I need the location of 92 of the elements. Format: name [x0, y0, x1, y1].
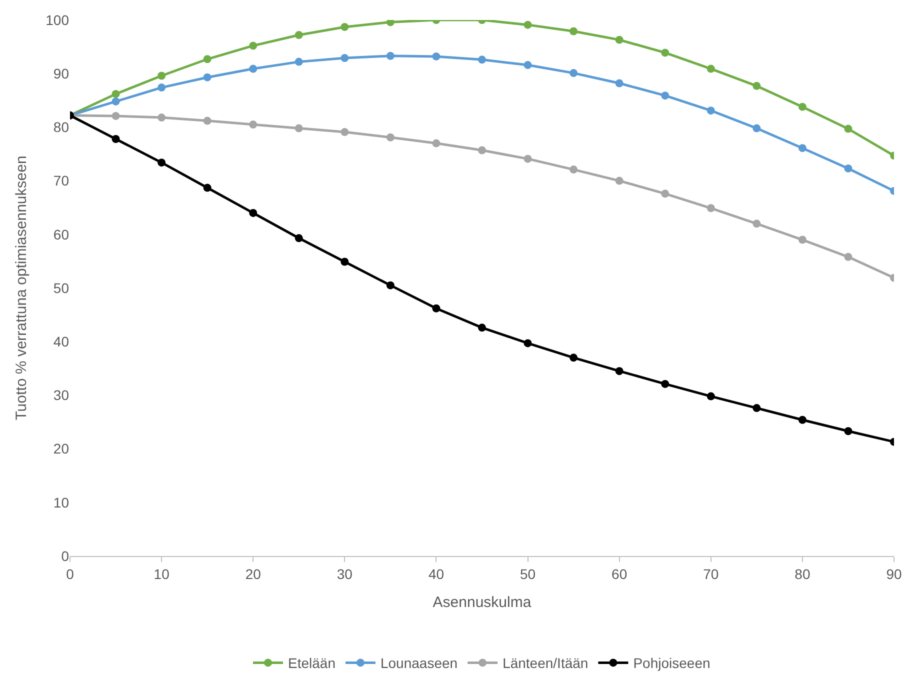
- point: [478, 56, 486, 64]
- point: [615, 36, 624, 44]
- point: [386, 133, 394, 142]
- y-tick-label: 80: [53, 119, 70, 136]
- y-tick-label: 10: [53, 494, 70, 510]
- y-tick-label: 70: [53, 172, 70, 189]
- x-tick-label: 20: [245, 566, 262, 582]
- point: [615, 79, 624, 88]
- legend-label: Länteen/Itään: [502, 655, 588, 672]
- point: [340, 54, 349, 62]
- point: [661, 190, 670, 198]
- point: [386, 281, 394, 290]
- x-tick-label: 70: [703, 566, 719, 582]
- point: [752, 404, 761, 412]
- point: [752, 220, 761, 228]
- point: [661, 380, 670, 388]
- point: [798, 102, 806, 111]
- x-tick-label: 40: [428, 566, 444, 582]
- y-tick-label: 50: [53, 280, 70, 296]
- point: [752, 124, 761, 132]
- legend-label: Lounaaseen: [380, 655, 458, 672]
- point: [798, 144, 806, 152]
- point: [661, 48, 670, 57]
- point: [203, 116, 212, 125]
- point: [615, 176, 624, 185]
- point: [203, 73, 212, 82]
- point: [112, 134, 120, 143]
- point: [158, 84, 166, 92]
- point: [798, 416, 806, 424]
- point: [570, 166, 578, 174]
- x-tick-label: 80: [794, 566, 810, 582]
- point: [203, 55, 212, 64]
- point: [340, 22, 349, 31]
- point: [249, 64, 258, 73]
- point: [386, 20, 394, 26]
- point: [386, 52, 394, 60]
- point: [158, 158, 166, 167]
- point: [706, 204, 715, 212]
- point: [524, 61, 532, 70]
- point: [844, 124, 852, 133]
- point: [294, 124, 303, 132]
- point: [158, 72, 166, 80]
- point: [615, 367, 624, 376]
- point: [844, 427, 852, 436]
- point: [661, 92, 670, 100]
- point: [112, 90, 120, 98]
- legend-label: Pohjoiseeen: [633, 655, 710, 672]
- y-tick-label: 0: [61, 548, 70, 564]
- point: [524, 339, 532, 348]
- point: [249, 120, 258, 129]
- point: [112, 97, 120, 106]
- point: [524, 20, 532, 29]
- y-axis-title: Tuotto % verrattuna optimiasennukseen: [12, 156, 30, 420]
- x-tick-label: 90: [886, 566, 902, 582]
- point: [294, 31, 303, 40]
- point: [432, 52, 440, 60]
- x-tick-label: 10: [154, 566, 170, 582]
- point: [340, 258, 349, 266]
- point: [203, 184, 212, 192]
- point: [570, 354, 578, 362]
- point: [570, 27, 578, 36]
- y-tick-label: 20: [53, 440, 70, 457]
- y-tick-label: 100: [46, 12, 70, 28]
- x-axis-title: Asennuskulma: [432, 594, 532, 611]
- point: [844, 164, 852, 172]
- legend-label: Etelään: [288, 655, 336, 672]
- y-tick-label: 30: [53, 387, 70, 404]
- point: [844, 252, 852, 261]
- x-tick-label: 30: [336, 566, 353, 582]
- point: [798, 236, 806, 244]
- point: [752, 82, 761, 90]
- point: [706, 64, 715, 73]
- point: [340, 128, 349, 136]
- point: [524, 154, 532, 163]
- point: [706, 106, 715, 115]
- point: [432, 304, 440, 312]
- y-tick-label: 40: [53, 334, 70, 350]
- point: [432, 139, 440, 148]
- y-tick-label: 90: [53, 66, 70, 82]
- point: [249, 42, 258, 50]
- x-tick-label: 50: [520, 566, 536, 582]
- point: [294, 234, 303, 242]
- x-tick-label: 60: [612, 566, 628, 582]
- point: [294, 58, 303, 66]
- point: [570, 69, 578, 78]
- point: [158, 114, 166, 122]
- point: [478, 146, 486, 154]
- point: [112, 112, 120, 120]
- y-tick-label: 60: [53, 226, 70, 242]
- point: [249, 208, 258, 217]
- point: [706, 392, 715, 400]
- point: [478, 324, 486, 332]
